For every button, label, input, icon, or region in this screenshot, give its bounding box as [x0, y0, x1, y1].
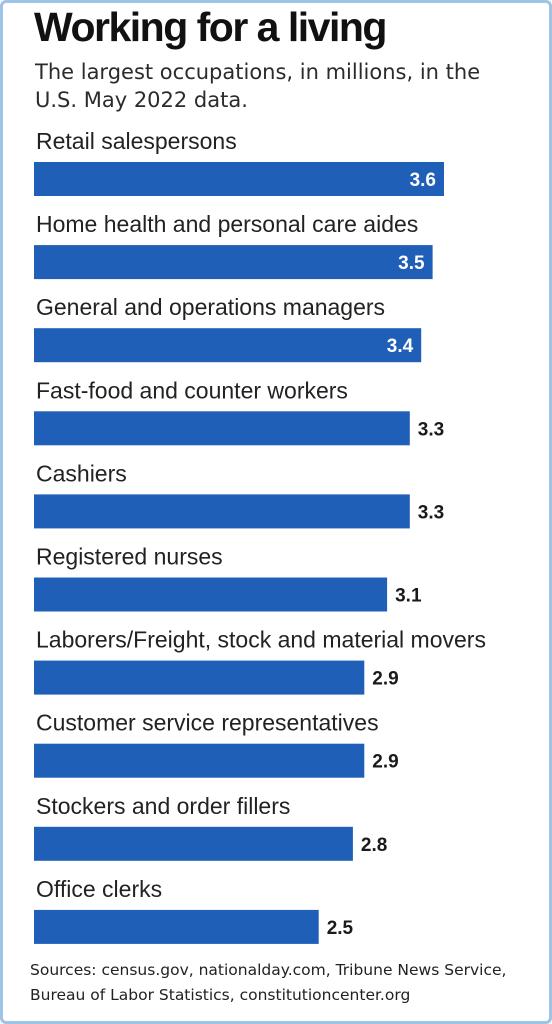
bar [34, 660, 365, 695]
bar [34, 328, 422, 363]
bar [34, 411, 410, 446]
category-label: Fast-food and counter workers [36, 377, 348, 403]
value-label: 2.9 [372, 752, 398, 773]
category-label: Stockers and order fillers [36, 793, 290, 819]
value-label: 3.5 [398, 253, 425, 274]
value-label: 2.8 [361, 835, 387, 856]
value-label: 3.6 [410, 170, 436, 191]
chart-title: Working for a living [34, 4, 387, 50]
value-label: 3.3 [418, 502, 444, 523]
category-label: Office clerks [36, 876, 162, 902]
bar [34, 909, 319, 944]
category-label: Laborers/Freight, stock and material mov… [36, 627, 486, 653]
bar [34, 162, 444, 196]
sources-note: Sources: census.gov, nationalday.com, Tr… [30, 961, 507, 1004]
chart-subtitle: The largest occupations, in millions, in… [35, 60, 481, 112]
bar [34, 494, 410, 529]
value-label: 3.4 [387, 336, 414, 357]
value-label: 2.5 [327, 918, 354, 939]
category-label: Cashiers [36, 460, 127, 486]
value-label: 3.3 [418, 419, 444, 440]
category-label: Home health and personal care aides [36, 211, 418, 237]
bar [34, 577, 388, 612]
value-label: 3.1 [395, 586, 422, 607]
value-label: 2.9 [372, 669, 398, 690]
category-label: Customer service representatives [36, 710, 379, 736]
bar [34, 743, 365, 778]
bar [34, 826, 353, 861]
category-label: Registered nurses [36, 544, 223, 570]
category-label: General and operations managers [36, 294, 385, 320]
bar [34, 245, 433, 280]
category-label: Retail salespersons [36, 128, 237, 154]
